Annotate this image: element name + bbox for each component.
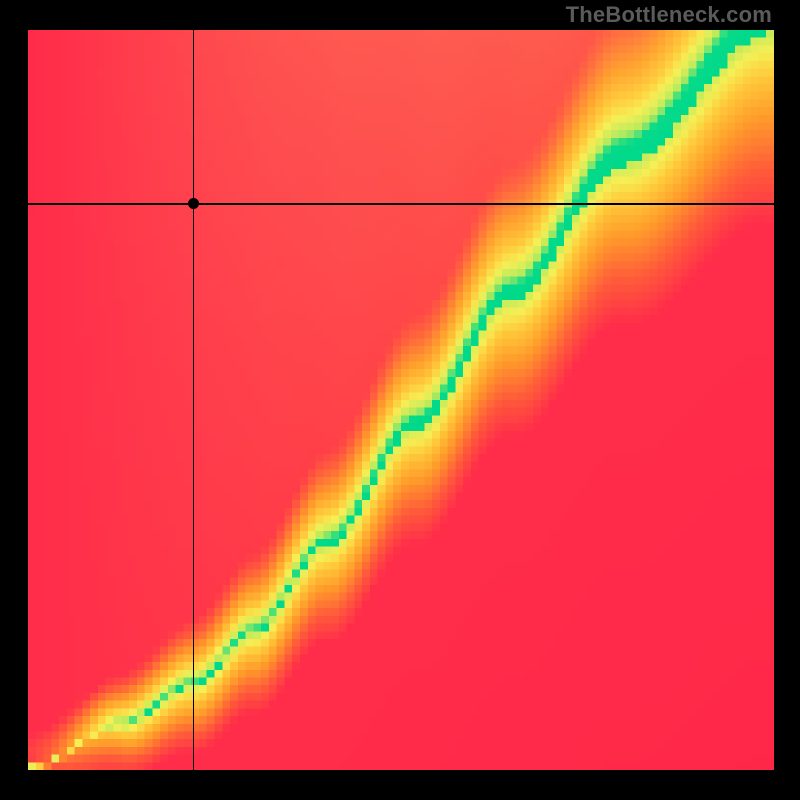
root-container: { "watermark": { "text": "TheBottleneck.…: [0, 0, 800, 800]
crosshair-horizontal-line: [28, 203, 774, 205]
bottleneck-heatmap: [28, 30, 774, 770]
watermark-text: TheBottleneck.com: [566, 2, 772, 28]
crosshair-vertical-line: [193, 30, 195, 770]
